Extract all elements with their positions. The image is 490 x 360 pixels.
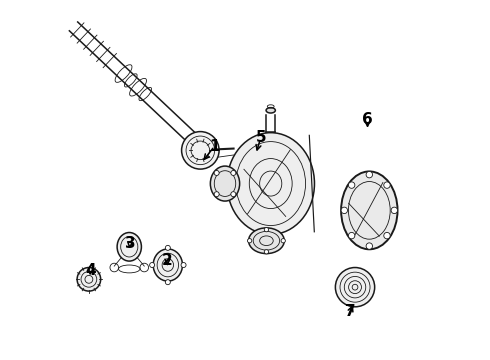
Circle shape bbox=[366, 171, 372, 178]
Ellipse shape bbox=[210, 166, 240, 201]
Text: 7: 7 bbox=[345, 304, 356, 319]
Circle shape bbox=[231, 192, 236, 197]
Circle shape bbox=[165, 246, 171, 250]
Ellipse shape bbox=[182, 132, 219, 169]
Text: 3: 3 bbox=[124, 236, 135, 251]
Circle shape bbox=[77, 267, 100, 291]
Text: 2: 2 bbox=[162, 253, 173, 268]
Ellipse shape bbox=[266, 108, 275, 113]
Ellipse shape bbox=[341, 171, 397, 249]
Circle shape bbox=[231, 171, 236, 175]
Ellipse shape bbox=[227, 133, 315, 234]
Text: 4: 4 bbox=[85, 262, 96, 278]
Circle shape bbox=[247, 239, 252, 243]
Ellipse shape bbox=[153, 249, 182, 281]
Circle shape bbox=[391, 207, 397, 213]
Circle shape bbox=[384, 233, 390, 239]
Circle shape bbox=[281, 239, 285, 243]
Circle shape bbox=[214, 192, 219, 197]
Circle shape bbox=[348, 182, 355, 188]
Circle shape bbox=[264, 228, 269, 232]
Circle shape bbox=[181, 262, 186, 267]
Circle shape bbox=[384, 182, 390, 188]
Circle shape bbox=[149, 262, 155, 267]
Circle shape bbox=[165, 280, 171, 285]
Circle shape bbox=[214, 171, 219, 175]
Text: 1: 1 bbox=[209, 139, 220, 154]
Circle shape bbox=[335, 267, 375, 307]
Ellipse shape bbox=[117, 233, 142, 261]
Text: 5: 5 bbox=[255, 130, 266, 145]
Text: 6: 6 bbox=[362, 112, 373, 127]
Ellipse shape bbox=[248, 228, 284, 253]
Circle shape bbox=[341, 207, 347, 213]
Circle shape bbox=[264, 249, 269, 254]
Circle shape bbox=[366, 243, 372, 249]
Circle shape bbox=[348, 233, 355, 239]
